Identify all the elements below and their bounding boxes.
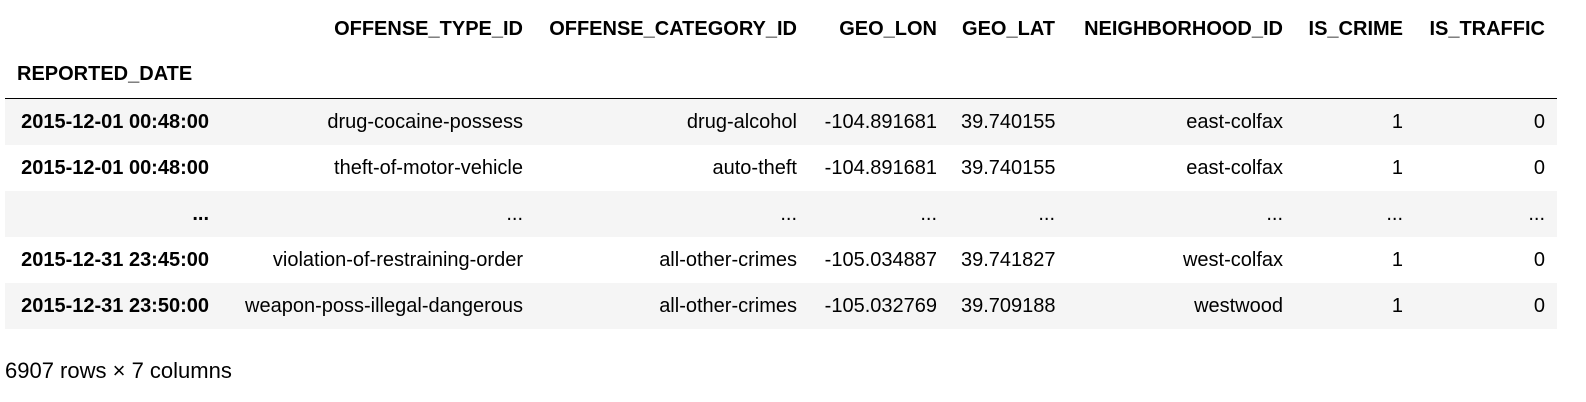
dataframe-shape-text: 6907 rows × 7 columns xyxy=(5,358,232,383)
table-cell: 1 xyxy=(1391,248,1403,271)
table-cell: auto-theft xyxy=(712,156,797,179)
table-cell: ... xyxy=(1266,202,1283,225)
table-cell: 0 xyxy=(1533,248,1545,271)
table-cell: ... xyxy=(506,202,523,225)
column-header: IS_TRAFFIC xyxy=(1429,17,1545,40)
table-cell: 0 xyxy=(1533,156,1545,179)
table-cell: 39.740155 xyxy=(961,110,1056,133)
index-name: REPORTED_DATE xyxy=(5,50,221,99)
table-cell: drug-alcohol xyxy=(686,110,797,133)
table-cell: westwood xyxy=(1194,294,1283,317)
table-cell: drug-cocaine-possess xyxy=(327,110,523,133)
table-cell: violation-of-restraining-order xyxy=(272,248,523,271)
table-cell: -105.032769 xyxy=(824,294,937,317)
row-index: 2015-12-01 00:48:00 xyxy=(21,156,209,179)
column-header: NEIGHBORHOOD_ID xyxy=(1084,17,1283,40)
index-name-row: REPORTED_DATE xyxy=(5,50,1557,99)
table-cell: -105.034887 xyxy=(824,248,937,271)
table-cell: all-other-crimes xyxy=(659,294,797,317)
table-cell: ... xyxy=(1038,202,1055,225)
table-cell: ... xyxy=(1386,202,1403,225)
table-row: 2015-12-01 00:48:00 drug-cocaine-possess… xyxy=(5,98,1557,145)
table-cell: -104.891681 xyxy=(824,110,937,133)
table-cell: all-other-crimes xyxy=(659,248,797,271)
dataframe-table: OFFENSE_TYPE_ID OFFENSE_CATEGORY_ID GEO_… xyxy=(5,8,1557,329)
table-cell: west-colfax xyxy=(1182,248,1283,271)
table-row: 2015-12-01 00:48:00 theft-of-motor-vehic… xyxy=(5,145,1557,191)
column-header: GEO_LON xyxy=(839,17,937,40)
column-header: OFFENSE_TYPE_ID xyxy=(334,17,523,40)
table-cell: 0 xyxy=(1533,110,1545,133)
table-cell: 39.740155 xyxy=(961,156,1056,179)
row-index: 2015-12-01 00:48:00 xyxy=(21,110,209,133)
table-cell: ... xyxy=(780,202,797,225)
ellipsis-row: ... ... ... ... ... ... ... ... xyxy=(5,191,1557,237)
table-cell: 39.709188 xyxy=(961,294,1056,317)
row-index: 2015-12-31 23:45:00 xyxy=(21,248,209,271)
table-cell: -104.891681 xyxy=(824,156,937,179)
row-index: 2015-12-31 23:50:00 xyxy=(21,294,209,317)
header-blank xyxy=(5,8,221,50)
column-header: GEO_LAT xyxy=(962,17,1055,40)
table-cell: ... xyxy=(920,202,937,225)
column-header: IS_CRIME xyxy=(1308,17,1403,40)
table-cell: theft-of-motor-vehicle xyxy=(334,156,523,179)
table-row: 2015-12-31 23:45:00 violation-of-restrai… xyxy=(5,237,1557,283)
table-row: 2015-12-31 23:50:00 weapon-poss-illegal-… xyxy=(5,283,1557,329)
table-cell: ... xyxy=(1528,202,1545,225)
table-cell: 0 xyxy=(1533,294,1545,317)
table-cell: 1 xyxy=(1391,156,1403,179)
column-header-row: OFFENSE_TYPE_ID OFFENSE_CATEGORY_ID GEO_… xyxy=(5,8,1557,50)
column-header: OFFENSE_CATEGORY_ID xyxy=(549,17,797,40)
table-cell: 1 xyxy=(1391,110,1403,133)
table-cell: east-colfax xyxy=(1186,110,1283,133)
row-index: ... xyxy=(192,202,209,225)
table-cell: weapon-poss-illegal-dangerous xyxy=(245,294,523,317)
table-cell: east-colfax xyxy=(1186,156,1283,179)
table-cell: 39.741827 xyxy=(961,248,1056,271)
dataframe-output: OFFENSE_TYPE_ID OFFENSE_CATEGORY_ID GEO_… xyxy=(5,8,1557,329)
table-cell: 1 xyxy=(1391,294,1403,317)
